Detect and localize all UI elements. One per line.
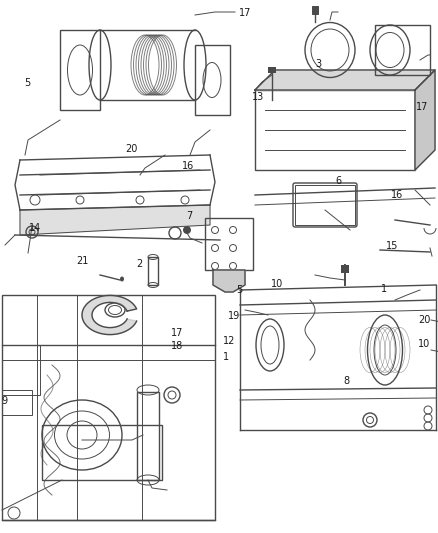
Ellipse shape	[120, 277, 124, 281]
Text: 6: 6	[335, 176, 341, 186]
Text: 2: 2	[136, 259, 142, 269]
Bar	[268, 67, 276, 73]
Bar	[60, 30, 100, 110]
Bar	[312, 6, 318, 14]
Text: 12: 12	[223, 336, 235, 346]
Text: 17: 17	[239, 9, 251, 18]
Bar	[148, 257, 158, 285]
Bar	[375, 25, 430, 75]
Text: 7: 7	[186, 211, 192, 221]
Text: 18: 18	[171, 342, 183, 351]
Bar	[205, 218, 253, 270]
Text: 21: 21	[77, 256, 89, 266]
Text: 5: 5	[24, 78, 30, 87]
Bar	[195, 45, 230, 115]
Text: 8: 8	[344, 376, 350, 386]
Text: 13: 13	[252, 92, 264, 102]
Text: 15: 15	[386, 241, 399, 251]
Polygon shape	[82, 295, 137, 335]
Text: 9: 9	[1, 396, 7, 406]
Polygon shape	[20, 205, 210, 235]
Text: 1: 1	[223, 352, 229, 362]
Text: 20: 20	[125, 144, 137, 154]
Circle shape	[183, 226, 191, 234]
Text: 16: 16	[182, 161, 194, 171]
Polygon shape	[415, 70, 435, 170]
Bar	[255, 90, 415, 170]
Text: 10: 10	[418, 339, 431, 349]
Text: 17: 17	[416, 102, 428, 111]
Text: 16: 16	[391, 190, 403, 199]
Text: 5: 5	[237, 286, 243, 295]
Bar	[42, 425, 162, 480]
Polygon shape	[213, 270, 245, 292]
Text: 1: 1	[381, 284, 387, 294]
Bar	[295, 185, 355, 225]
Text: 3: 3	[315, 59, 321, 69]
Bar	[2, 295, 215, 520]
Text: 17: 17	[171, 328, 183, 338]
Text: 20: 20	[418, 315, 431, 325]
Text: 10: 10	[271, 279, 283, 288]
Bar	[137, 392, 159, 480]
Polygon shape	[255, 70, 435, 90]
Bar	[2, 345, 40, 395]
Text: 14: 14	[28, 223, 41, 233]
Text: 19: 19	[228, 311, 240, 320]
Bar	[2, 390, 32, 415]
Bar	[341, 265, 349, 273]
